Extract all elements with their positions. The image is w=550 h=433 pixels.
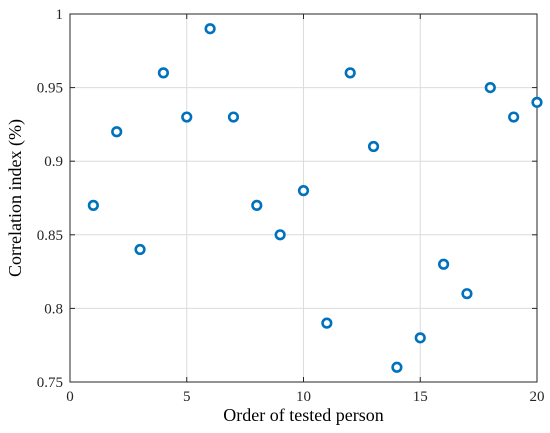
data-point	[461, 288, 473, 300]
data-point	[157, 67, 169, 79]
data-point	[227, 111, 240, 123]
data-point	[414, 332, 426, 344]
x-tick-label: 0	[66, 389, 74, 405]
x-tick-label: 10	[296, 389, 311, 405]
y-tick-label: 0.85	[37, 228, 63, 244]
x-tick-label: 15	[413, 389, 428, 405]
y-tick-label: 0.9	[44, 154, 63, 170]
y-tick-label: 1	[56, 7, 64, 23]
data-point	[367, 140, 380, 153]
y-tick-label: 0.8	[44, 301, 63, 317]
data-point	[438, 258, 450, 270]
x-axis-label: Order of tested person	[223, 405, 383, 425]
data-point	[391, 361, 403, 373]
data-point	[204, 23, 216, 35]
data-point	[134, 243, 146, 256]
y-tick-label: 0.95	[37, 81, 63, 97]
y-tick-label: 0.75	[37, 375, 63, 391]
data-point	[251, 199, 263, 211]
data-point	[484, 81, 496, 94]
data-point	[111, 126, 123, 138]
data-point	[508, 111, 520, 123]
data-points	[87, 23, 543, 373]
data-point	[274, 229, 286, 241]
x-tick-label: 5	[183, 389, 191, 405]
data-point	[531, 96, 543, 108]
x-tick-label: 20	[530, 389, 545, 405]
data-point	[181, 111, 193, 123]
data-point	[344, 67, 356, 79]
y-axis-label: Correlation index (%)	[5, 119, 26, 277]
ticks: 0 5 10 15 20 0.75 0.8 0.85 0.9 0.95 1	[37, 7, 545, 405]
data-point	[297, 185, 310, 197]
data-point	[87, 199, 99, 211]
data-point	[321, 317, 333, 329]
